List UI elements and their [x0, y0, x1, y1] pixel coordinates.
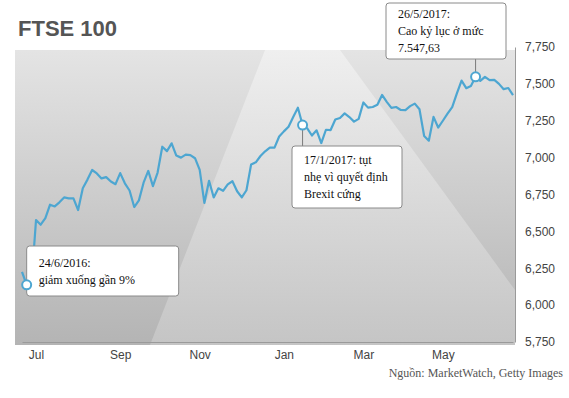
y-axis-line	[515, 48, 516, 343]
y-tick: 5,750	[515, 335, 555, 349]
y-tick-label: 6,000	[525, 298, 555, 312]
y-tick-label: 7,500	[525, 77, 555, 91]
annotation-marker	[22, 280, 31, 289]
annotation-line: nhẹ vì quyết định	[304, 170, 388, 184]
x-tick: Nov	[190, 342, 211, 362]
y-tick-label: 7,750	[525, 40, 555, 54]
background	[15, 50, 515, 345]
annotation-line: giảm xuống gần 9%	[39, 273, 135, 287]
y-tick: 6,750	[515, 188, 555, 202]
x-axis: Jul Sep Nov Jan Mar May	[23, 342, 514, 362]
chart-container: 5,750 6,000 6,250 6,500 6,750 7,000 7,250 7,500…	[0, 0, 569, 398]
annotations: 24/6/2016: giảm xuống gần 9% 17/1/2017: tụ…	[22, 3, 506, 296]
annotation-text: 17/1/2017: tụt nhẹ vì quyết định Brexit cứ…	[304, 153, 388, 201]
title: FTSE 100	[18, 16, 117, 41]
annotation-text: 24/6/2016: giảm xuống gần 9%	[39, 256, 135, 287]
x-tick: Sep	[110, 342, 132, 362]
x-tick-label: Jan	[275, 348, 294, 362]
x-tick-label: Jul	[29, 348, 44, 362]
annotation-line: 24/6/2016:	[39, 256, 91, 270]
annotation-box	[292, 146, 402, 208]
annotation: 24/6/2016: giảm xuống gần 9%	[22, 246, 179, 296]
annotation-line: 17/1/2017: tụt	[304, 153, 372, 167]
y-tick: 6,500	[515, 225, 555, 239]
y-tick-label: 6,250	[525, 262, 555, 276]
annotation-marker	[298, 121, 307, 130]
x-tick-label: Sep	[110, 348, 132, 362]
x-tick: Mar	[354, 342, 375, 362]
x-tick: Jan	[275, 342, 294, 362]
x-tick: Jul	[29, 342, 44, 362]
annotation-box	[27, 246, 179, 296]
annotation-line: Cao kỷ lục ở mức	[398, 24, 484, 38]
chart-svg: 5,750 6,000 6,250 6,500 6,750 7,000 7,250 7,500…	[0, 0, 569, 398]
x-tick-label: Mar	[354, 348, 375, 362]
annotation-line: Brexit cứng	[304, 187, 361, 201]
annotation-text: 26/5/2017: Cao kỷ lục ở mức 7.547,63	[398, 7, 484, 55]
x-tick-label: May	[432, 348, 455, 362]
y-tick: 7,000	[515, 151, 555, 165]
annotation-line: 26/5/2017:	[398, 7, 450, 21]
x-tick: May	[432, 342, 455, 362]
y-tick-label: 5,750	[525, 335, 555, 349]
y-axis: 5,750 6,000 6,250 6,500 6,750 7,000 7,250 7,500…	[515, 40, 555, 349]
annotation-box	[386, 3, 506, 59]
y-tick: 7,500	[515, 77, 555, 91]
source: Nguồn: MarketWatch, Getty Images	[389, 366, 564, 380]
x-tick-label: Nov	[190, 348, 211, 362]
y-tick: 7,750	[515, 40, 555, 54]
y-tick-label: 7,250	[525, 114, 555, 128]
y-tick: 6,000	[515, 298, 555, 312]
y-tick-label: 6,750	[525, 188, 555, 202]
annotation-line: 7.547,63	[398, 41, 440, 55]
annotation: 26/5/2017: Cao kỷ lục ở mức 7.547,63	[386, 3, 506, 81]
annotation: 17/1/2017: tụt nhẹ vì quyết định Brexit cứ…	[292, 121, 402, 208]
y-tick: 6,250	[515, 262, 555, 276]
x-axis-line	[23, 342, 514, 343]
annotation-marker	[471, 72, 480, 81]
y-tick: 7,250	[515, 114, 555, 128]
y-tick-label: 7,000	[525, 151, 555, 165]
y-tick-label: 6,500	[525, 225, 555, 239]
